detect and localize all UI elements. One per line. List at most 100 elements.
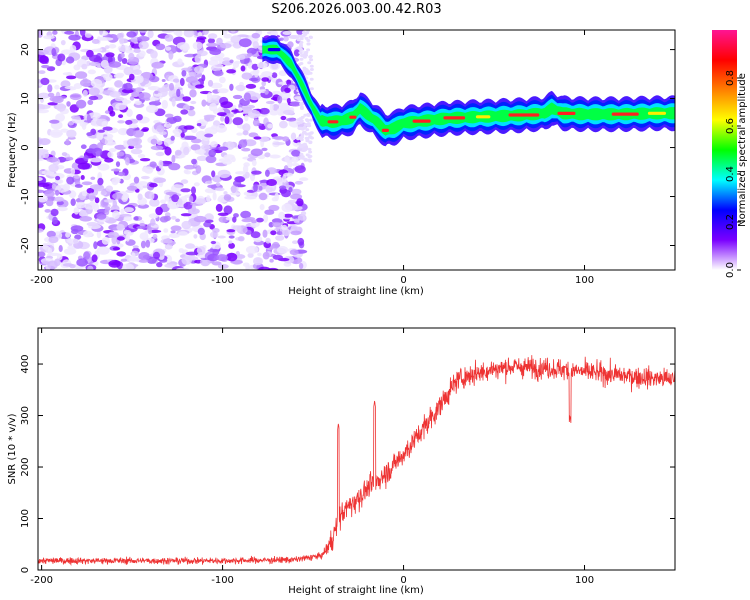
- noise-blob: [136, 75, 144, 84]
- noise-blob: [307, 71, 312, 75]
- colorbar-title: Normalized spectral amplitude: [737, 73, 748, 227]
- noise-blob: [109, 91, 122, 98]
- spectrogram-x-tick-label: -200: [30, 275, 53, 286]
- noise-blob: [86, 187, 95, 194]
- noise-blob: [300, 115, 305, 119]
- noise-blob: [194, 198, 207, 205]
- noise-blob: [235, 250, 240, 257]
- noise-blob: [153, 177, 166, 183]
- noise-blob: [247, 109, 261, 119]
- noise-blob: [196, 36, 207, 40]
- noise-blob: [186, 256, 199, 261]
- noise-blob: [130, 148, 143, 155]
- noise-blob: [144, 97, 151, 101]
- noise-blob: [66, 129, 77, 138]
- noise-blob: [190, 100, 197, 105]
- noise-blob: [154, 90, 159, 95]
- noise-blob: [112, 200, 118, 208]
- noise-blob: [202, 30, 209, 35]
- noise-blob: [272, 254, 283, 260]
- noise-blob: [57, 53, 66, 62]
- noise-blob: [269, 103, 274, 112]
- noise-blob: [109, 110, 116, 117]
- noise-blob: [289, 205, 303, 211]
- noise-blob: [46, 230, 56, 238]
- noise-blob: [103, 199, 116, 203]
- noise-blob: [183, 30, 195, 38]
- noise-blob: [180, 179, 189, 184]
- noise-blob: [307, 61, 312, 65]
- noise-blob: [176, 88, 181, 98]
- noise-blob: [282, 31, 292, 35]
- noise-blob: [194, 149, 206, 155]
- noise-blob: [149, 161, 157, 168]
- noise-blob: [194, 66, 204, 74]
- noise-blob: [302, 143, 307, 147]
- noise-blob: [279, 37, 284, 41]
- spectrogram-x-axis-title: Height of straight line (km): [288, 286, 424, 297]
- noise-blob: [297, 126, 302, 130]
- noise-blob: [156, 262, 163, 268]
- noise-blob: [87, 265, 94, 270]
- noise-blob: [104, 157, 114, 163]
- noise-blob: [112, 210, 120, 220]
- noise-blob: [299, 177, 309, 182]
- noise-blob: [38, 251, 46, 257]
- signal-hotspot: [557, 111, 576, 115]
- noise-blob: [181, 220, 192, 230]
- noise-blob: [164, 146, 172, 156]
- noise-blob: [120, 52, 125, 58]
- noise-blob: [105, 185, 114, 192]
- noise-blob: [293, 49, 300, 57]
- noise-blob: [211, 94, 218, 99]
- noise-blob: [180, 213, 192, 217]
- spectrogram-x-tick-label: 100: [575, 275, 594, 286]
- noise-blob: [170, 225, 182, 231]
- noise-blob: [185, 243, 195, 249]
- noise-blob: [118, 114, 124, 118]
- spectrogram-y-tick-label: -10: [20, 188, 31, 204]
- noise-blob: [302, 126, 307, 129]
- noise-blob: [170, 215, 177, 220]
- noise-blob: [149, 191, 155, 200]
- noise-blob: [267, 123, 273, 129]
- noise-blob: [306, 39, 311, 42]
- noise-blob: [217, 112, 227, 117]
- noise-blob: [290, 193, 303, 200]
- noise-blob: [235, 84, 246, 92]
- noise-blob: [73, 64, 81, 71]
- snr-y-tick-label: 400: [20, 354, 31, 373]
- noise-blob: [238, 139, 248, 148]
- noise-blob: [217, 88, 229, 94]
- noise-blob: [139, 158, 151, 162]
- noise-blob: [302, 53, 307, 57]
- noise-blob: [150, 138, 158, 145]
- noise-blob: [194, 54, 202, 64]
- noise-blob: [164, 113, 174, 118]
- noise-blob: [105, 52, 115, 58]
- noise-blob: [253, 183, 258, 192]
- noise-blob: [209, 48, 222, 56]
- noise-blob: [261, 147, 268, 152]
- noise-blob: [62, 72, 73, 76]
- noise-blob: [211, 261, 222, 266]
- noise-blob: [308, 159, 313, 163]
- noise-blob: [271, 72, 278, 79]
- noise-blob: [234, 176, 246, 183]
- noise-blob: [291, 149, 301, 157]
- spectrogram-x-ticks: -200 -100 0 100: [30, 30, 594, 286]
- snr-y-tick-label: 0: [20, 567, 31, 573]
- noise-blob: [247, 252, 254, 258]
- noise-blob: [66, 176, 75, 185]
- noise-blob: [45, 199, 54, 207]
- noise-blob: [180, 109, 189, 115]
- spectrogram-x-tick-label: 0: [400, 275, 406, 286]
- noise-blob: [275, 235, 285, 241]
- noise-blob: [140, 240, 146, 249]
- noise-blob: [210, 240, 217, 245]
- noise-blob: [281, 224, 288, 231]
- noise-blob: [76, 258, 88, 267]
- noise-blob: [68, 120, 74, 126]
- noise-blob: [278, 211, 285, 220]
